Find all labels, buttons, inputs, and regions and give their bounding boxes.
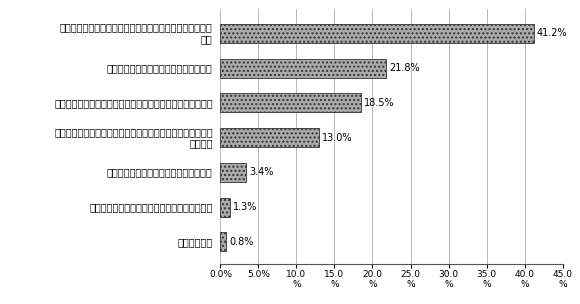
Text: 18.5%: 18.5% (364, 98, 395, 108)
Bar (220, 198, 230, 217)
Text: 1.3%: 1.3% (233, 202, 258, 212)
Bar (220, 59, 386, 78)
Bar (220, 163, 246, 182)
Text: 0.8%: 0.8% (230, 237, 254, 247)
Bar (220, 232, 226, 251)
Text: 21.8%: 21.8% (389, 63, 420, 73)
Bar (220, 93, 361, 112)
Bar (220, 128, 319, 147)
Bar (220, 24, 534, 43)
Text: 13.0%: 13.0% (322, 133, 353, 143)
Text: 41.2%: 41.2% (536, 29, 567, 38)
Text: 3.4%: 3.4% (249, 168, 274, 178)
